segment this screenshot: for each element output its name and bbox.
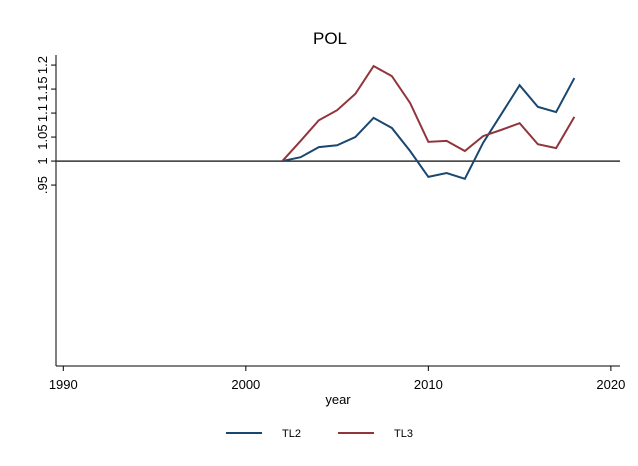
chart-title: POL (313, 29, 347, 48)
series-line (281, 64, 576, 162)
x-tick-label: 1990 (49, 377, 78, 392)
x-axis-label: year (325, 392, 351, 407)
legend-label: TL3 (394, 428, 413, 440)
series-line (282, 77, 576, 181)
legend-label: TL2 (282, 428, 301, 440)
y-tick-label: 1.1 (35, 104, 50, 122)
x-tick-label: 2000 (231, 377, 260, 392)
y-tick-label: 1.15 (35, 76, 50, 101)
y-tick-label: 1.2 (35, 56, 50, 74)
x-tick-label: 2020 (596, 377, 625, 392)
x-tick-label: 2010 (414, 377, 443, 392)
y-tick-label: .95 (35, 176, 50, 194)
y-tick-label: 1.05 (35, 124, 50, 149)
y-tick-label: 1 (35, 157, 50, 164)
